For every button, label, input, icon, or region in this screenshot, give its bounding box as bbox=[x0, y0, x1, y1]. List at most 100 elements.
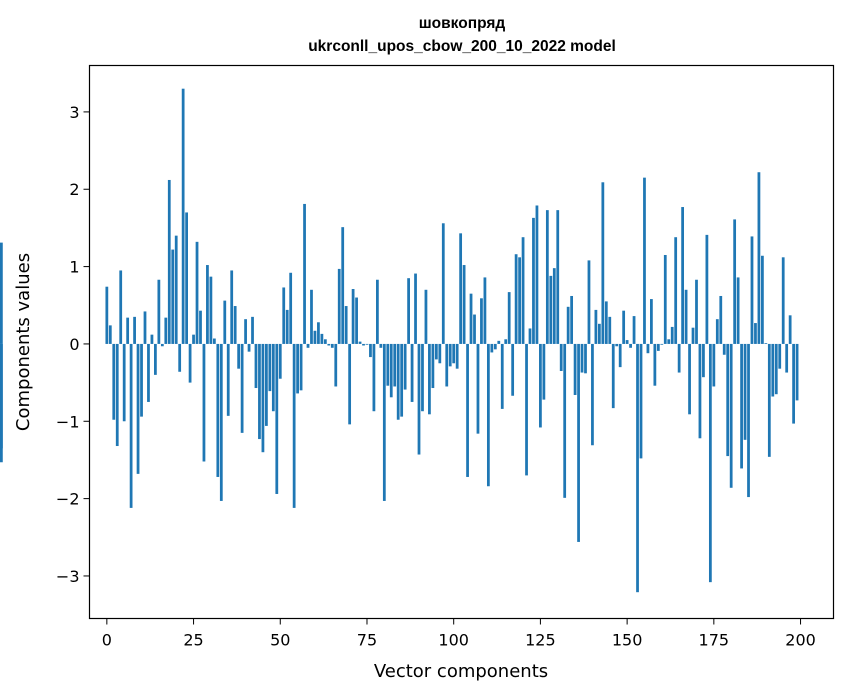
bar-31 bbox=[212, 338, 216, 344]
bar-77 bbox=[372, 343, 376, 412]
y-tick-label: −2 bbox=[56, 490, 80, 509]
bar-72 bbox=[355, 297, 358, 344]
bar-129 bbox=[552, 268, 556, 344]
bar-146 bbox=[611, 343, 615, 409]
x-tick-label: 125 bbox=[525, 631, 556, 650]
y-tick-label: 3 bbox=[69, 103, 79, 122]
x-tick-label: 0 bbox=[102, 631, 112, 650]
bar-171 bbox=[698, 343, 702, 439]
bar-142 bbox=[597, 323, 601, 344]
bar-151 bbox=[629, 343, 632, 348]
bar-81 bbox=[386, 343, 390, 386]
bar-66 bbox=[334, 343, 338, 387]
bar-17 bbox=[164, 317, 168, 344]
bar-195 bbox=[781, 257, 785, 344]
y-tick-label: 0 bbox=[69, 335, 79, 354]
bar-26 bbox=[195, 241, 199, 344]
bar-192 bbox=[771, 343, 775, 397]
bar-15 bbox=[157, 279, 161, 344]
bar-187 bbox=[754, 323, 757, 344]
bar-180 bbox=[729, 343, 733, 488]
bar-118 bbox=[514, 254, 518, 344]
bar-112 bbox=[493, 343, 497, 350]
bar-96 bbox=[438, 343, 442, 364]
bar-94 bbox=[431, 343, 435, 389]
bar-156 bbox=[646, 343, 650, 354]
bar-133 bbox=[566, 306, 570, 344]
bar-60 bbox=[313, 330, 317, 344]
bar-49 bbox=[275, 343, 279, 494]
bar-155 bbox=[643, 177, 646, 344]
bar-18 bbox=[167, 179, 171, 344]
bar-110 bbox=[486, 343, 490, 487]
bar-105 bbox=[469, 293, 473, 344]
bar-71 bbox=[351, 289, 355, 344]
bar-19 bbox=[171, 249, 175, 344]
bar-172 bbox=[702, 343, 705, 378]
bar-62 bbox=[320, 333, 324, 344]
bars-group bbox=[0, 88, 799, 593]
bar-22 bbox=[181, 88, 185, 344]
bar-58 bbox=[306, 343, 310, 348]
bar-8 bbox=[133, 316, 136, 344]
bar-176 bbox=[715, 319, 719, 344]
bar-11 bbox=[143, 311, 147, 344]
y-axis-ticks: −3 −2 −1 0 1 2 3 bbox=[56, 103, 90, 586]
bar-65 bbox=[330, 343, 334, 348]
bar-52 bbox=[285, 309, 289, 344]
bar-53 bbox=[289, 272, 293, 344]
bar-34 bbox=[223, 300, 227, 344]
bar-21 bbox=[178, 343, 182, 372]
y-tick-label: 2 bbox=[69, 180, 79, 199]
bar-125 bbox=[539, 343, 542, 428]
bar-85 bbox=[400, 343, 404, 417]
bar-90 bbox=[417, 343, 421, 455]
bar-165 bbox=[677, 343, 681, 373]
bar-135 bbox=[573, 343, 577, 395]
bar-98 bbox=[445, 343, 449, 387]
plot-frame bbox=[88, 64, 835, 620]
bar-101 bbox=[455, 343, 459, 369]
bar-196 bbox=[785, 343, 789, 373]
bar-109 bbox=[483, 277, 487, 344]
x-tick-label: 175 bbox=[699, 631, 730, 650]
x-tick-label: 150 bbox=[612, 631, 643, 650]
bar-138 bbox=[584, 343, 587, 374]
bar-149 bbox=[622, 310, 626, 344]
y-tick-label: −3 bbox=[56, 567, 80, 586]
bar-41 bbox=[247, 343, 251, 352]
bar-173 bbox=[705, 234, 709, 344]
bar-153 bbox=[636, 343, 639, 593]
bar-188 bbox=[757, 172, 761, 344]
bar-186 bbox=[750, 236, 754, 344]
bar-9 bbox=[136, 343, 140, 474]
bar-168 bbox=[688, 343, 691, 415]
bar-73 bbox=[358, 341, 362, 344]
bar-181 bbox=[733, 219, 737, 344]
bar-69 bbox=[344, 306, 348, 344]
bar-99 bbox=[448, 343, 452, 367]
bar-111 bbox=[490, 343, 494, 353]
bar-88 bbox=[410, 343, 414, 402]
bar-189 bbox=[761, 255, 764, 344]
bar-23 bbox=[185, 212, 188, 344]
x-tick-label: 50 bbox=[270, 631, 290, 650]
bar-84 bbox=[396, 343, 400, 420]
bar-28 bbox=[202, 343, 206, 462]
x-axis-ticks: 0 25 50 75 100 125 150 175 200 bbox=[102, 618, 816, 650]
bar-132 bbox=[563, 343, 567, 498]
bar-139 bbox=[587, 260, 591, 344]
chart-subtitle: ukrconll_upos_cbow_200_10_2022 model bbox=[308, 38, 616, 55]
bar-64 bbox=[327, 343, 331, 346]
bar-160 bbox=[660, 343, 664, 345]
bar-145 bbox=[608, 316, 612, 344]
bar-2 bbox=[112, 343, 116, 420]
chart-title: шовкопряд bbox=[419, 15, 506, 32]
bar-141 bbox=[594, 309, 598, 344]
bar-169 bbox=[691, 327, 695, 344]
bar-91 bbox=[421, 343, 424, 412]
bar-150 bbox=[625, 340, 629, 344]
bar-89 bbox=[414, 273, 417, 344]
bar-128 bbox=[549, 275, 553, 344]
bar-92 bbox=[424, 289, 428, 344]
